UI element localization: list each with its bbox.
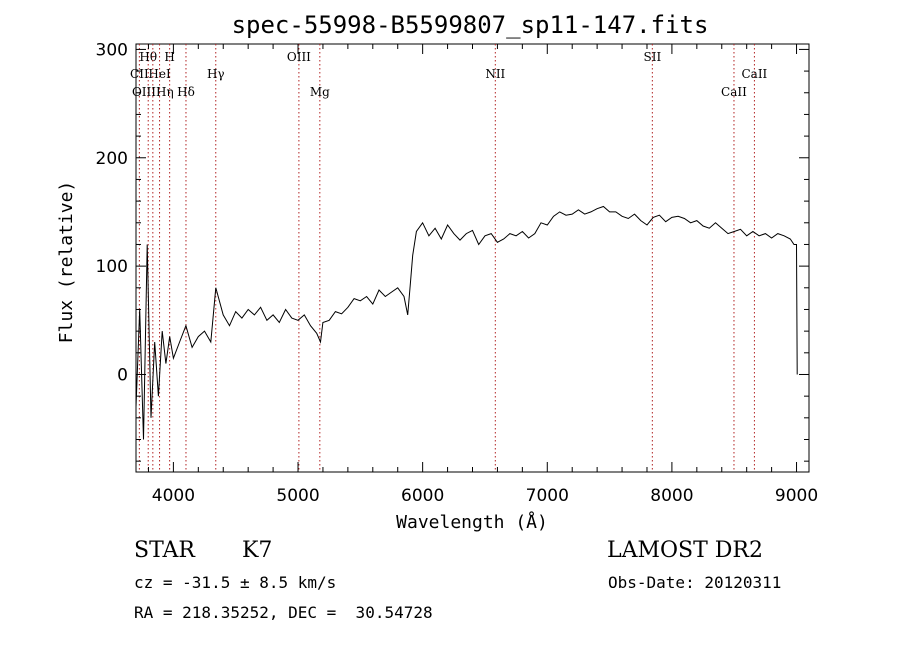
line-label: HeI	[148, 67, 171, 81]
x-tick-label: 8000	[650, 486, 693, 506]
line-label: OIII	[287, 50, 311, 64]
line-label: CaII	[721, 85, 747, 99]
y-tick-label: 200	[96, 149, 128, 169]
y-axis-label: Flux (relative)	[56, 181, 77, 344]
line-label: NII	[485, 67, 505, 81]
x-axis-label: Wavelength (Å)	[396, 511, 548, 533]
survey-name: LAMOST DR2	[607, 538, 763, 563]
x-tick-label: 4000	[152, 486, 195, 506]
line-label: SII	[643, 50, 661, 64]
spectrum-series	[135, 205, 798, 440]
x-tick-label: 5000	[276, 486, 319, 506]
spectrum-line	[135, 205, 798, 440]
redshift-text: cz = -31.5 ± 8.5 km/s	[134, 573, 337, 592]
line-label: Mg	[310, 85, 330, 99]
x-tick-label: 7000	[526, 486, 569, 506]
y-tick-label: 300	[96, 40, 128, 60]
axis-ticks: 4000 5000 6000 7000 8000 9000 0 100 200 300	[96, 40, 819, 506]
chart-title: spec-55998-B5599807_sp11-147.fits	[232, 11, 709, 39]
obs-date-text: Obs-Date: 20120311	[608, 573, 782, 592]
line-label: Hθ	[139, 50, 157, 64]
object-class: STAR	[134, 538, 195, 563]
y-tick-label: 100	[96, 257, 128, 277]
y-tick-label: 0	[117, 365, 128, 385]
coords-text: RA = 218.35252, DEC = 30.54728	[134, 603, 433, 622]
object-subclass: K7	[242, 538, 273, 563]
plot-frame	[135, 43, 810, 473]
line-label: Hδ	[177, 85, 195, 99]
line-label: CII	[130, 67, 149, 81]
line-label: CaII	[741, 67, 767, 81]
line-label: H	[164, 50, 174, 64]
line-label: OIIIHη	[132, 85, 174, 99]
x-tick-label: 6000	[401, 486, 444, 506]
spectral-line-markers: Hθ H OIII NII SII CaII CII HeI Hγ OIIIHη Hδ Mg CaII	[130, 44, 768, 472]
x-tick-label: 9000	[775, 486, 818, 506]
line-label: Hγ	[207, 67, 225, 81]
